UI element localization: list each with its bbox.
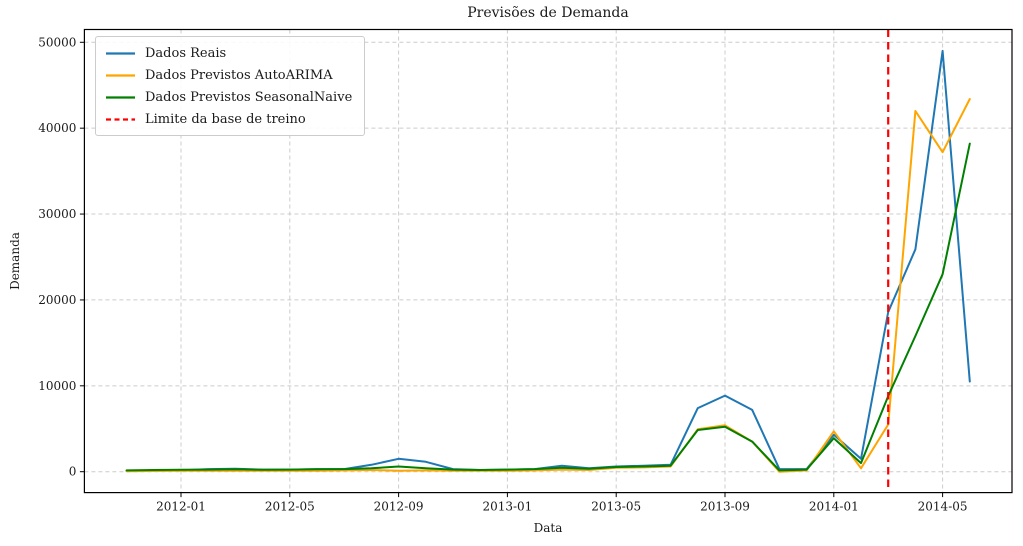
legend-entry-dados-reais: Dados Reais [105,42,352,64]
x-tick-label: 2014-01 [809,500,859,514]
chart-title: Previsões de Demanda [467,5,629,21]
solid-line-swatch-icon [106,95,135,99]
plot-border [83,28,1013,494]
y-axis-label: Demanda [8,232,23,290]
legend-entry-label: Dados Previstos AutoARIMA [145,67,333,83]
solid-line-swatch-icon [106,73,135,77]
x-tick-label: 2013-01 [482,500,532,514]
y-tick-label: 20000 [38,293,76,307]
y-axis-label-column: Demanda [4,0,26,522]
x-tick-label: 2013-09 [700,500,750,514]
legend-entry-train-limit: Limite da base de treino [105,108,352,130]
x-tick-label: 2012-01 [156,500,206,514]
x-tick-label: 2013-05 [591,500,641,514]
legend-entry-seasonalnaive: Dados Previstos SeasonalNaive [105,86,352,108]
legend-entry-label: Dados Previstos SeasonalNaive [145,89,353,105]
legend-entry-label: Dados Reais [145,45,227,61]
x-tick-label: 2014-05 [918,500,968,514]
solid-line-swatch-icon [106,51,135,55]
y-tick-label: 10000 [38,379,76,393]
x-tick-label: 2012-09 [374,500,424,514]
series-line-seasonalnaive [125,142,971,472]
y-tick-label: 30000 [38,207,76,221]
legend-entry-autoarima: Dados Previstos AutoARIMA [105,64,352,86]
dashed-line-swatch-icon [106,117,135,121]
x-tick-label: 2012-05 [265,500,315,514]
x-axis-label: Data [533,521,563,535]
legend-entry-label: Limite da base de treino [145,111,306,127]
legend: Dados Reais Dados Previstos AutoARIMA Da… [95,36,366,136]
y-tick-label: 50000 [38,35,76,49]
y-tick-label: 0 [69,465,77,479]
series-line-autoarima [125,98,971,473]
y-tick-label: 40000 [38,121,76,135]
